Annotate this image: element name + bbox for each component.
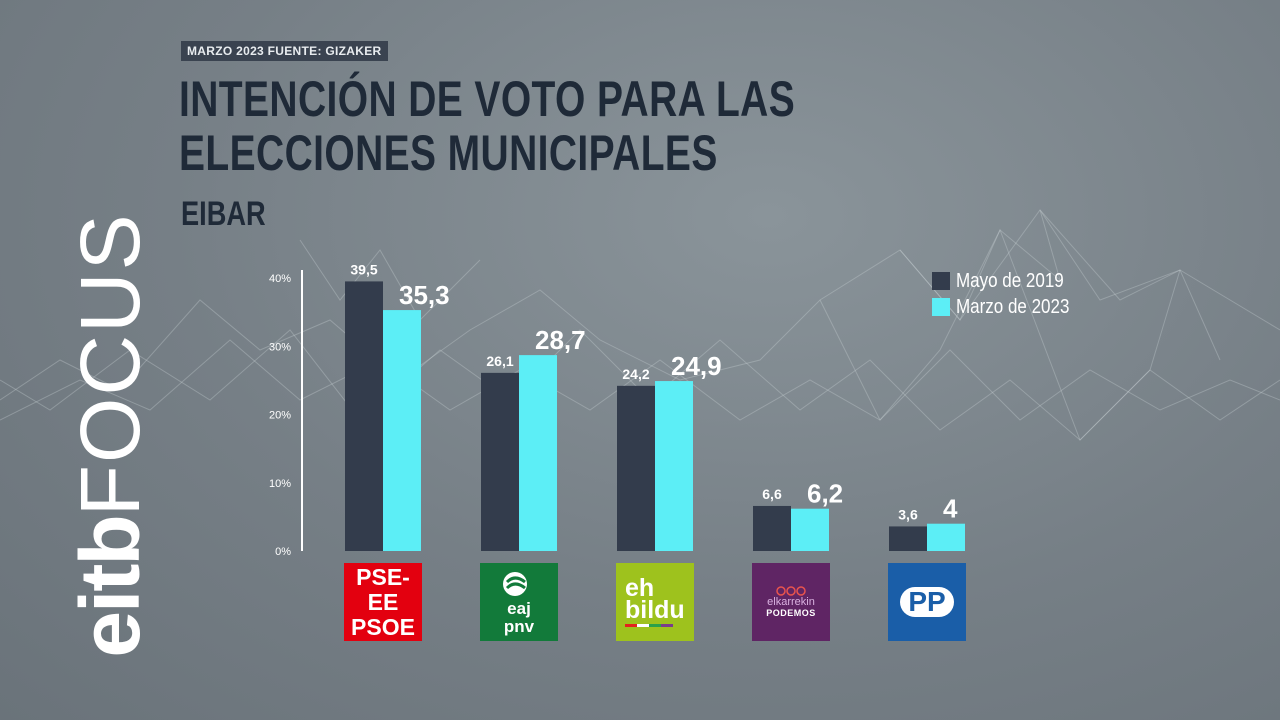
legend-swatch-2019 xyxy=(932,272,950,290)
bar-2023 xyxy=(655,381,693,551)
legend-item-2023: Marzo de 2023 xyxy=(932,294,1089,320)
bar-label-2023: 24,9 xyxy=(671,351,722,381)
y-tick-label: 40% xyxy=(269,273,291,285)
bar-2019 xyxy=(481,372,519,551)
bar-label-2019: 6,6 xyxy=(762,486,782,502)
party-logo-psoe: PSE-EE PSOE xyxy=(344,563,422,641)
bar-2023 xyxy=(791,508,829,551)
psoe-logo-line1: PSE-EE xyxy=(356,563,410,615)
bar-2019 xyxy=(753,505,791,551)
bars xyxy=(345,281,965,551)
legend-swatch-2023 xyxy=(932,298,950,316)
bar-label-2023: 4 xyxy=(943,494,958,524)
psoe-logo-line2: PSOE xyxy=(351,613,415,640)
party-logo-bildu: eh bildu xyxy=(616,563,694,641)
y-tick-label: 0% xyxy=(275,546,291,558)
y-tick-label: 30% xyxy=(269,341,291,353)
bar-labels: 39,5 35,3 26,1 28,7 24,2 24,9 6,6 6,2 3,6 4 xyxy=(350,261,958,523)
bar-2023 xyxy=(383,310,421,551)
bar-label-2023: 6,2 xyxy=(807,479,843,509)
bar-label-2019: 39,5 xyxy=(350,261,377,277)
pp-logo-label: PP xyxy=(900,587,954,617)
y-axis-ticks: 0% 10% 20% 30% 40% xyxy=(269,273,291,558)
party-logo-pnv: eaj pnv xyxy=(480,563,558,641)
bar-2023 xyxy=(519,355,557,551)
legend-label-2019: Mayo de 2019 xyxy=(956,269,1064,292)
bar-label-2023: 28,7 xyxy=(535,325,586,355)
page-title: INTENCIÓN DE VOTO PARA LAS ELECCIONES MU… xyxy=(179,71,796,181)
bar-label-2019: 3,6 xyxy=(898,506,918,522)
legend: Mayo de 2019 Marzo de 2023 xyxy=(932,268,1089,320)
bildu-logo-line2: bildu xyxy=(625,596,685,624)
podemos-logo-line1: elkarrekin xyxy=(767,596,815,608)
podemos-logo-line2: PODEMOS xyxy=(766,608,816,618)
bar-label-2023: 35,3 xyxy=(399,280,450,310)
legend-label-2023: Marzo de 2023 xyxy=(956,295,1070,318)
bar-label-2019: 24,2 xyxy=(622,366,649,382)
y-tick-label: 10% xyxy=(269,478,291,490)
page-subtitle: EIBAR xyxy=(181,195,266,233)
bildu-color-stripe xyxy=(625,624,673,627)
pnv-logo-line2: pnv xyxy=(503,617,535,636)
pnv-logo-line1: eaj xyxy=(507,599,531,618)
bar-2023 xyxy=(927,523,965,551)
bar-2019 xyxy=(889,526,927,551)
pnv-leaf-icon xyxy=(503,572,527,596)
bildu-logo-line1: eh xyxy=(625,574,655,602)
legend-item-2019: Mayo de 2019 xyxy=(932,268,1089,294)
party-logo-pp: PP xyxy=(888,563,966,641)
party-logo-podemos: elkarrekin PODEMOS xyxy=(752,563,830,641)
y-tick-label: 20% xyxy=(269,410,291,422)
bar-label-2019: 26,1 xyxy=(486,353,513,369)
date-source-tag: MARZO 2023 FUENTE: GIZAKER xyxy=(181,41,388,61)
podemos-circles-icon xyxy=(776,586,806,596)
bar-2019 xyxy=(345,281,383,551)
bar-2019 xyxy=(617,385,655,551)
